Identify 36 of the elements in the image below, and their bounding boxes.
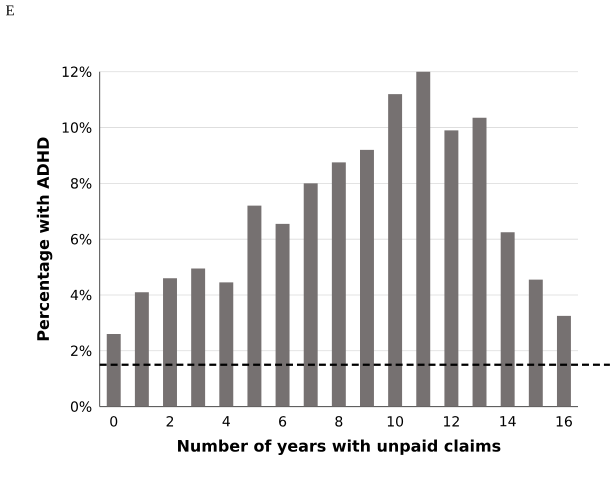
bar	[106, 334, 121, 406]
x-tick-label: 8	[335, 416, 342, 427]
y-axis-title: Percentage with ADHD	[36, 137, 52, 340]
bar	[247, 206, 262, 406]
bar	[219, 282, 234, 406]
bar	[556, 316, 571, 406]
y-tick-label: 6%	[70, 234, 92, 244]
y-tick-label: 2%	[71, 345, 92, 356]
x-tick-label: 14	[500, 416, 516, 426]
x-tick-label: 2	[166, 416, 174, 426]
bar	[472, 118, 487, 406]
bar	[388, 94, 402, 406]
y-tick-label: 0%	[70, 401, 92, 412]
y-tick-label: 10%	[62, 122, 92, 133]
bar	[416, 72, 430, 406]
x-tick-label: 6	[279, 416, 286, 427]
y-tick-label: 4%	[70, 290, 92, 300]
x-tick-label: 4	[222, 416, 230, 426]
bar	[332, 162, 346, 406]
bar	[276, 224, 290, 406]
bar	[444, 130, 458, 406]
bar	[163, 278, 177, 406]
x-axis-title: Number of years with unpaid claims	[178, 439, 500, 455]
bar	[528, 279, 543, 406]
x-tick-label: 16	[556, 416, 572, 427]
bar	[500, 232, 515, 406]
bar	[304, 183, 318, 406]
x-tick-label: 0	[110, 416, 118, 427]
bar	[360, 150, 374, 406]
text: E	[6, 5, 14, 16]
x-tick-label: 12	[444, 416, 459, 426]
bar	[191, 268, 206, 406]
x-tick-label: 10	[388, 416, 404, 427]
bar	[134, 292, 149, 406]
y-tick-label: 12%	[62, 66, 92, 77]
y-tick-label: 8%	[70, 178, 92, 189]
